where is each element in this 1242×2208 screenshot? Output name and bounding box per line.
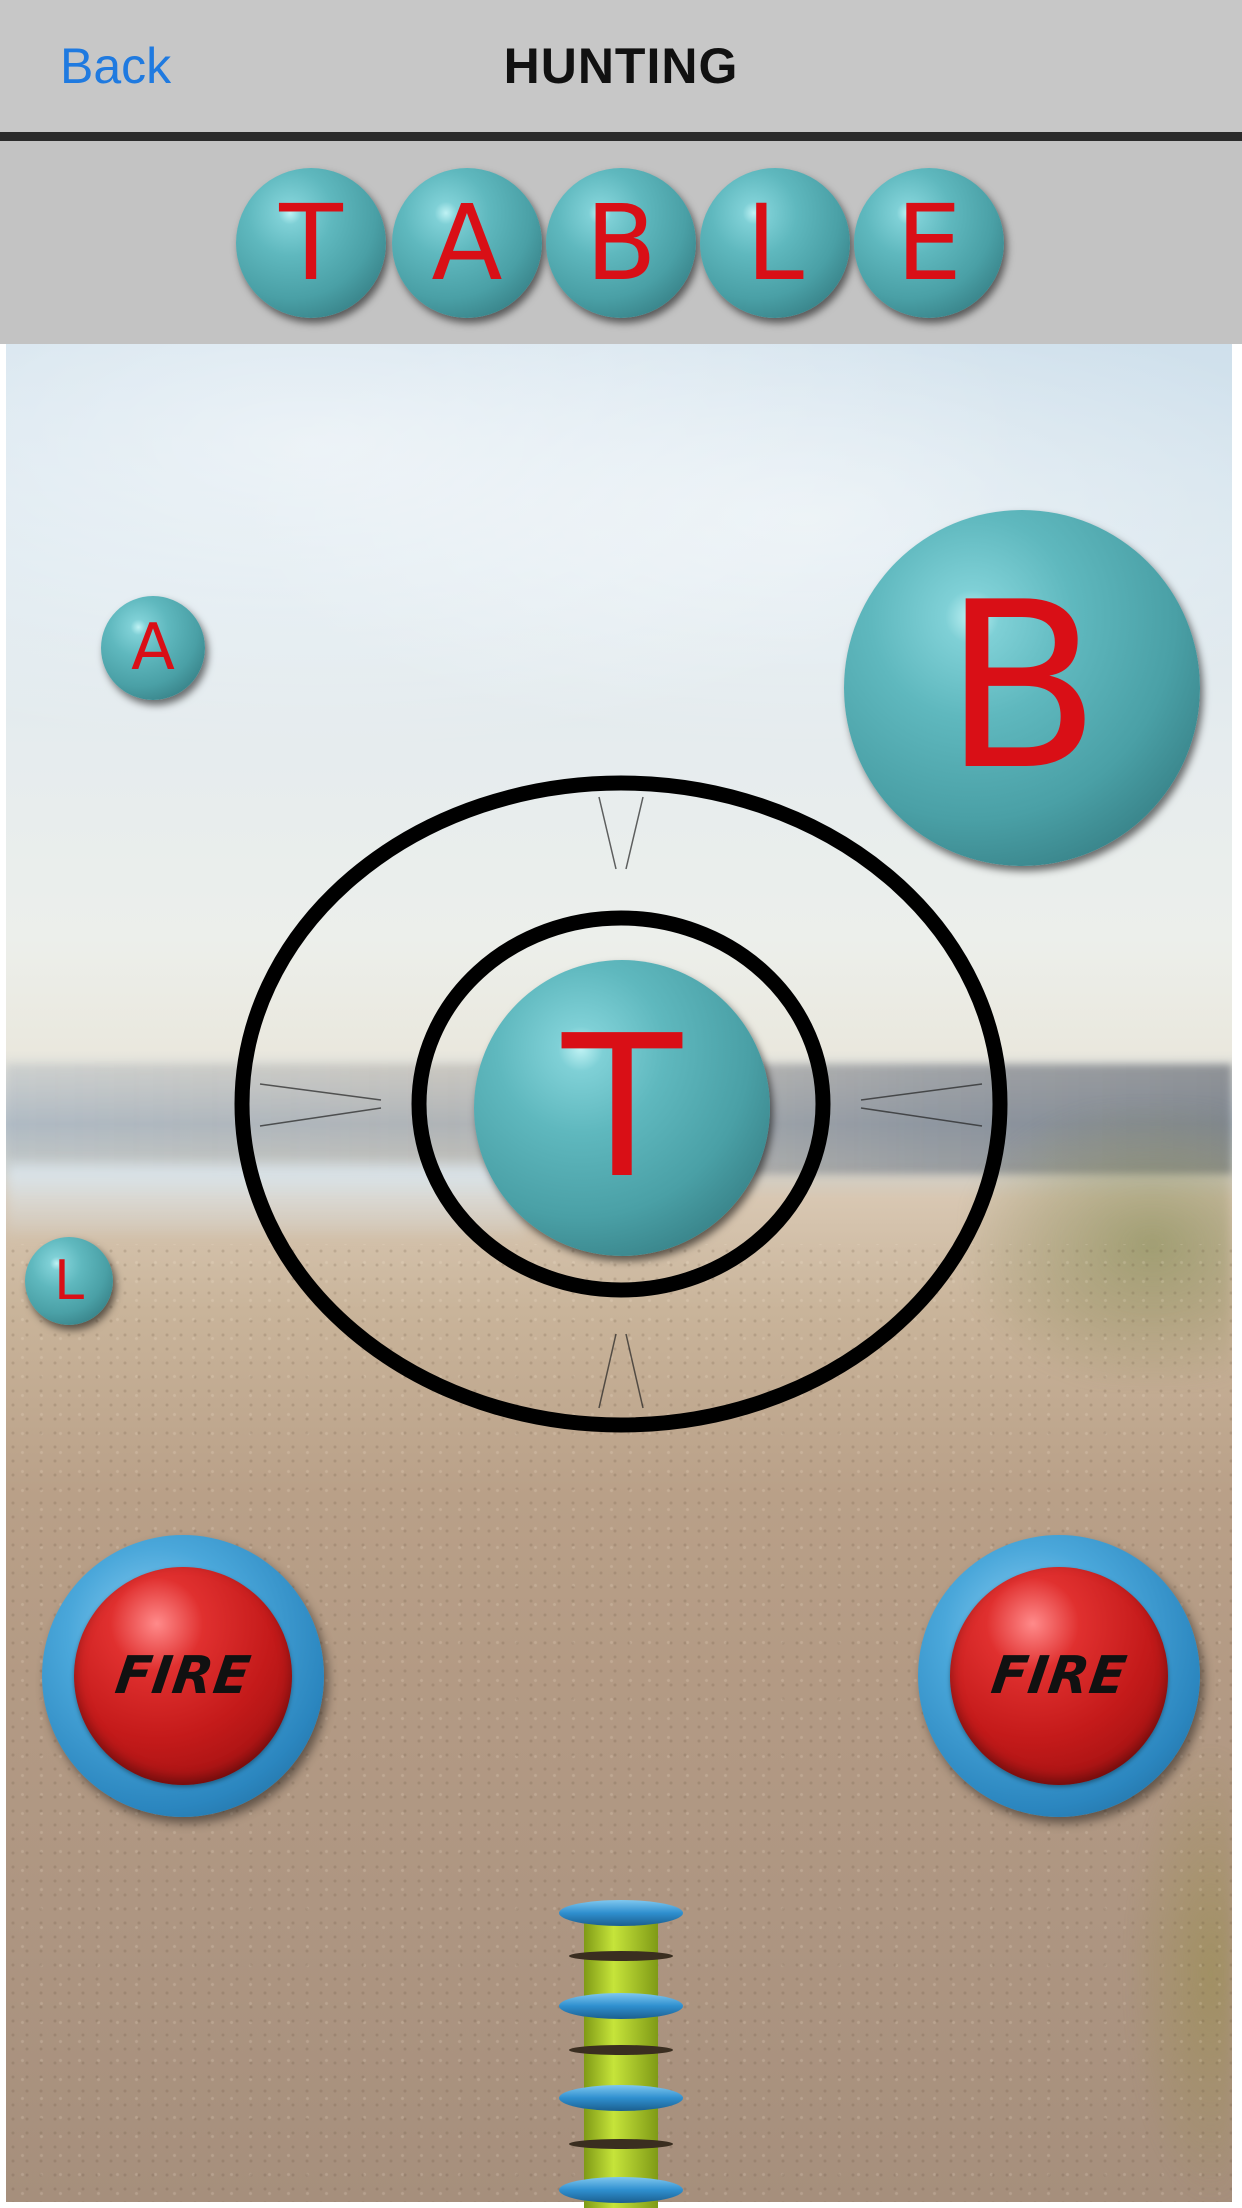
fire-button-left[interactable]: FIRE xyxy=(42,1535,324,1817)
tray-letter-ball: T xyxy=(236,168,386,318)
target-letter-ball[interactable]: T xyxy=(474,960,770,1256)
crosshair-reticle-icon xyxy=(234,775,1008,1433)
navigation-divider xyxy=(0,132,1242,141)
fire-button-core[interactable]: FIRE xyxy=(74,1567,292,1785)
page-title: HUNTING xyxy=(503,38,739,94)
target-letter-ball[interactable]: L xyxy=(25,1237,113,1325)
spring-launcher-icon[interactable] xyxy=(558,1898,684,2208)
tray-letter-ball: L xyxy=(700,168,850,318)
fire-button-core[interactable]: FIRE xyxy=(950,1567,1168,1785)
target-letter-ball[interactable]: A xyxy=(101,596,205,700)
navigation-bar xyxy=(0,0,1242,132)
fire-label: FIRE xyxy=(111,1646,255,1706)
dune-grass-background xyxy=(966,1104,1232,1384)
tray-letter-ball: A xyxy=(392,168,542,318)
back-button[interactable]: Back xyxy=(60,38,172,94)
tray-letter-ball: E xyxy=(854,168,1004,318)
target-letter-ball[interactable]: B xyxy=(844,510,1200,866)
fire-label: FIRE xyxy=(987,1646,1131,1706)
fire-button-right[interactable]: FIRE xyxy=(918,1535,1200,1817)
tray-letter-ball: B xyxy=(546,168,696,318)
dune-grass-background xyxy=(1126,1744,1232,2202)
